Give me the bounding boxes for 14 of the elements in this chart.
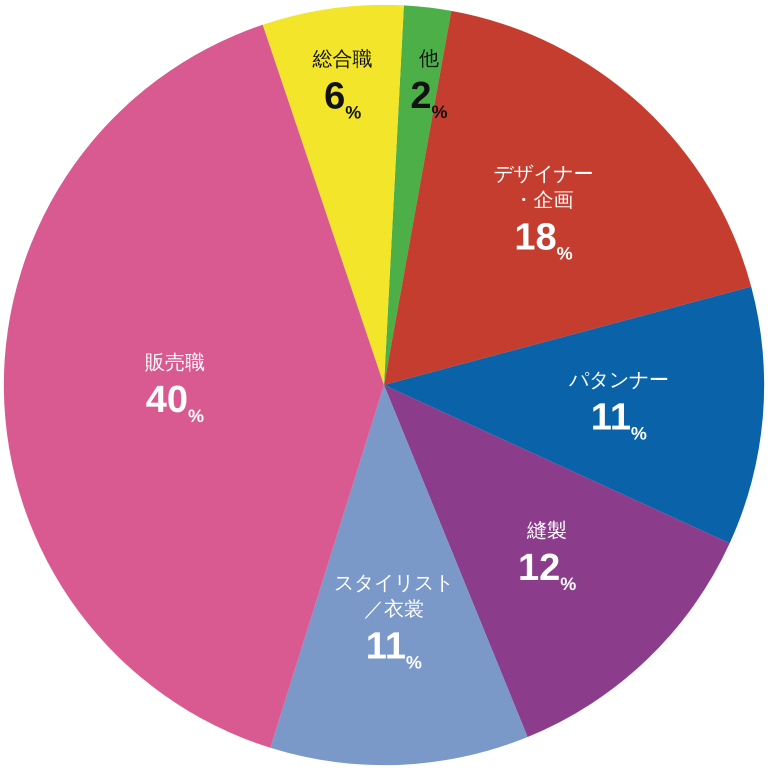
data-label: 18% (514, 216, 573, 264)
data-label: 40% (146, 379, 204, 426)
data-label: 11% (590, 396, 647, 444)
slice-label: 他 (418, 46, 439, 70)
slice-label: パタンナー (568, 368, 669, 392)
data-label: 2% (410, 74, 448, 122)
slice-label: 縫製 (526, 518, 568, 542)
data-label: 12% (518, 547, 576, 594)
slice-label: 総合職 (312, 46, 373, 71)
data-label: 6% (324, 76, 362, 123)
slice-label: スタイリスト／衣裳 (334, 570, 454, 620)
data-label: 11% (366, 625, 422, 672)
slice-label: デザイナー・企画 (494, 162, 594, 212)
slice-label: 販売職 (144, 350, 205, 374)
